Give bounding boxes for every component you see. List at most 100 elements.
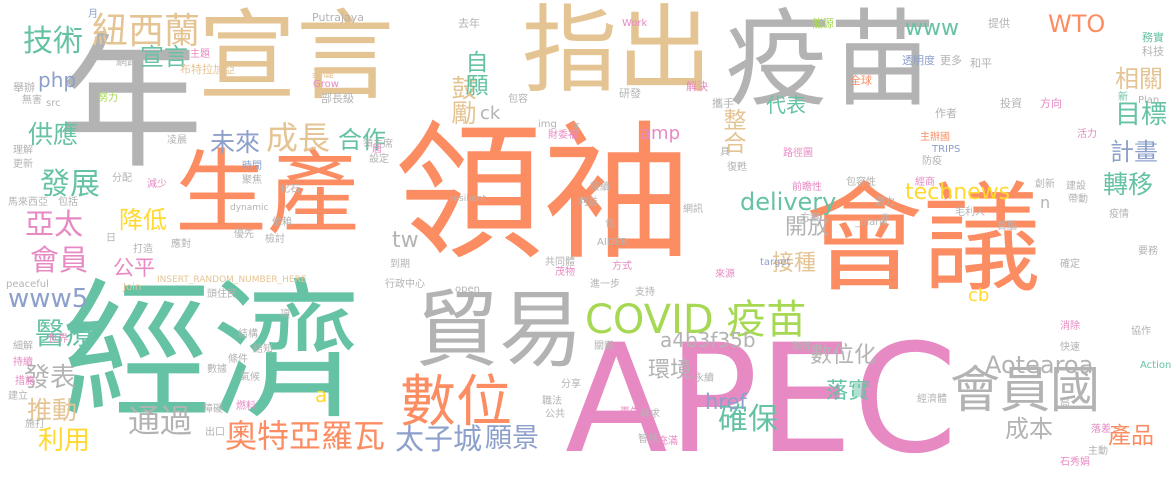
word-97: 包容 xyxy=(508,94,528,105)
word-175: 細解 xyxy=(13,341,33,352)
word-3: APEC xyxy=(565,313,958,482)
word-26: 太子城 xyxy=(395,422,483,456)
word-117: 包括 xyxy=(58,197,78,208)
word-23: 發表 xyxy=(24,363,77,393)
word-170: 月 xyxy=(88,9,98,20)
word-9: 貿易 xyxy=(415,281,584,379)
word-118: 化石 xyxy=(280,184,300,195)
word-84: src xyxy=(46,98,61,109)
word-17: 亞太 xyxy=(25,207,84,241)
word-63: n xyxy=(1040,193,1051,212)
word-115: 減少 xyxy=(147,179,167,190)
word-130: 網訊 xyxy=(683,204,703,215)
word-120: 打造 xyxy=(133,244,153,255)
word-68: Putrajaya xyxy=(312,11,365,24)
word-1: 經濟 xyxy=(62,266,363,440)
word-58: php xyxy=(38,68,77,92)
word-136: 分享 xyxy=(561,379,581,390)
word-177: 措施 xyxy=(15,376,35,387)
word-43: 整合 xyxy=(719,108,745,154)
word-64: 能源 xyxy=(812,17,834,30)
word-165: 設定 xyxy=(369,154,389,165)
word-160: 包容性 xyxy=(846,177,876,188)
word-179: 施打 xyxy=(25,419,45,430)
word-128: 進一步 xyxy=(590,279,620,290)
word-66: 務實 xyxy=(1142,31,1164,44)
word-54: 降低 xyxy=(119,206,167,234)
word-37: 計畫 xyxy=(1110,138,1158,166)
word-191: 快速 xyxy=(1060,342,1080,353)
word-151: 確定 xyxy=(1060,259,1080,270)
word-157: 潛力 xyxy=(875,197,895,208)
word-109: 活力 xyxy=(1077,129,1097,140)
word-57: href xyxy=(705,390,747,414)
word-62: a xyxy=(315,383,328,407)
word-124: 到期 xyxy=(390,259,410,270)
word-52: 產品 xyxy=(1108,423,1154,449)
word-93: 無害 xyxy=(22,95,42,106)
word-193: 包 xyxy=(605,219,615,230)
word-56: tw xyxy=(392,228,419,253)
word-133: 行政中心 xyxy=(385,279,425,290)
word-60: amp xyxy=(640,123,680,144)
word-147: 主動 xyxy=(1088,446,1108,457)
word-98: 研發 xyxy=(619,87,641,100)
word-153: 疫情 xyxy=(1109,209,1129,220)
word-91: 主題 xyxy=(190,49,210,60)
word-35: 相關 xyxy=(1115,65,1163,93)
word-34: WTO xyxy=(1048,10,1106,38)
word-94: 努力 xyxy=(98,93,118,104)
word-30: 合作 xyxy=(338,126,386,154)
word-86: 布特拉加亞 xyxy=(180,63,235,76)
word-167: 領主席 xyxy=(363,139,393,150)
word-171: 日 xyxy=(106,233,116,244)
word-77: peaceful xyxy=(6,279,49,290)
word-129: 來源 xyxy=(715,269,735,280)
word-188: 職法 xyxy=(542,396,562,407)
word-125: 共同體 xyxy=(545,257,575,268)
word-184: 數據 xyxy=(207,364,227,375)
word-169: 屆 xyxy=(372,144,382,155)
word-87: 透明度 xyxy=(902,54,935,67)
word-79: AIDER xyxy=(597,237,628,248)
word-12: COVID 疫苗 xyxy=(585,297,807,343)
word-178: 建立 xyxy=(8,391,28,402)
word-61: cb xyxy=(968,285,990,306)
word-174: 世界 xyxy=(48,334,68,345)
word-90: 網路 xyxy=(116,55,138,68)
word-166: 財委福 xyxy=(548,130,578,141)
word-137: 公共 xyxy=(545,409,565,420)
word-146: 落差 xyxy=(1091,424,1111,435)
word-29: 未來 xyxy=(210,128,261,157)
word-190: 局 xyxy=(1060,399,1070,410)
word-55: 公平 xyxy=(113,256,155,280)
word-22: 推動 xyxy=(27,396,78,425)
word-25: 奧特亞羅瓦 xyxy=(225,417,386,455)
word-148: 石秀娟 xyxy=(1060,457,1090,468)
word-172: 頭住民 xyxy=(207,289,237,300)
word-111: 更新 xyxy=(13,159,33,170)
word-15: 成長 xyxy=(266,119,331,157)
word-27: 願景 xyxy=(485,423,539,454)
word-101: 全球 xyxy=(850,74,872,87)
word-10: 數位 xyxy=(400,370,512,435)
word-162: 路徑圖 xyxy=(783,148,813,159)
word-5: 宣言 xyxy=(198,0,395,114)
word-158: 方案 xyxy=(800,213,820,224)
word-110: 理解 xyxy=(13,145,33,156)
word-173: 項 xyxy=(280,309,290,320)
word-185: 氣候 xyxy=(240,372,260,383)
word-135: 關鍵 xyxy=(594,341,614,352)
word-142: 永續 xyxy=(694,373,714,384)
word-4: 疫苗 xyxy=(725,0,936,121)
word-187: 結知 xyxy=(253,344,273,355)
word-116: 馬來西亞 xyxy=(8,197,48,208)
word-72: INSERT_RANDOM_NUMBER_HERE xyxy=(157,275,307,285)
word-53: 供應 xyxy=(28,120,79,149)
word-89: 和平 xyxy=(970,57,992,70)
word-95: 基礎 xyxy=(312,67,334,80)
word-65: 提供 xyxy=(988,17,1010,30)
word-127: 茂物 xyxy=(555,267,575,278)
word-76: target xyxy=(760,257,791,268)
